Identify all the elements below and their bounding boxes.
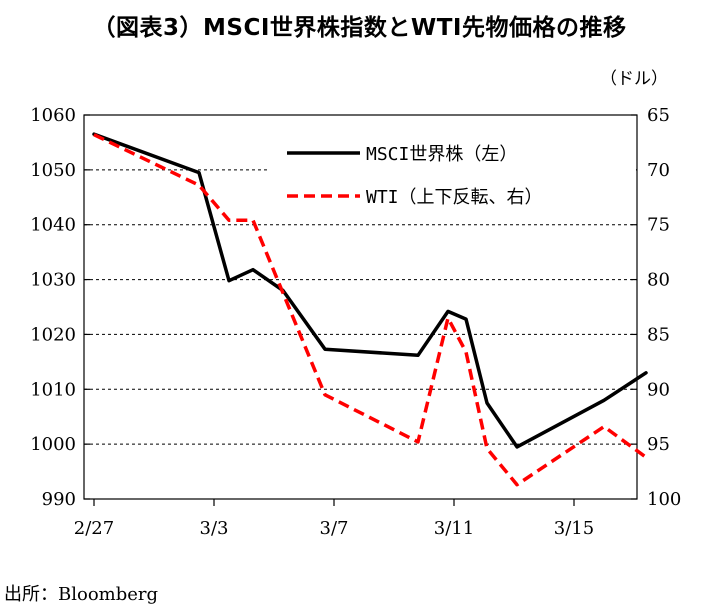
right-axis-unit: （ドル） [600, 69, 668, 89]
series-lines [92, 132, 648, 487]
right-tick-label: 80 [647, 270, 670, 291]
x-tick-label: 3/11 [434, 518, 474, 539]
chart-title: （図表3）MSCI世界株指数とWTI先物価格の推移 [92, 15, 627, 41]
plot-frame [83, 114, 638, 500]
x-tick-label: 2/27 [74, 518, 114, 539]
left-y-axis: 990 1000 1010 1020 1030 1040 1050 1060 [30, 105, 90, 510]
legend-background [270, 135, 636, 220]
source-note: 出所：Bloomberg [4, 584, 159, 605]
x-tick-label: 3/15 [554, 518, 594, 539]
left-tick-label: 1040 [30, 215, 76, 236]
left-tick-label: 1010 [30, 379, 76, 400]
right-tick-label: 90 [647, 379, 670, 400]
gridlines [84, 114, 637, 445]
legend-label: WTI（上下反転、右） [366, 187, 543, 208]
left-tick-label: 1060 [30, 105, 76, 126]
right-tick-label: 100 [647, 489, 681, 510]
left-tick-label: 1000 [30, 434, 76, 455]
msci-series-line [92, 132, 648, 449]
x-axis: 2/27 3/3 3/7 3/11 3/15 [74, 499, 594, 539]
right-y-axis: 65 70 75 80 85 90 95 100 [631, 105, 681, 510]
wti-series-line [93, 133, 648, 487]
left-tick-label: 990 [42, 489, 76, 510]
legend-label: MSCI世界株（左） [366, 144, 517, 165]
left-tick-label: 1020 [30, 324, 76, 345]
right-tick-label: 65 [647, 105, 670, 126]
left-tick-label: 1050 [30, 160, 76, 181]
right-tick-label: 95 [647, 434, 670, 455]
x-tick-label: 3/7 [320, 518, 349, 539]
x-tick-label: 3/3 [200, 518, 229, 539]
right-tick-label: 85 [647, 324, 670, 345]
right-tick-label: 70 [647, 160, 670, 181]
left-tick-label: 1030 [30, 270, 76, 291]
legend: MSCI世界株（左） WTI（上下反転、右） [287, 144, 543, 208]
right-tick-label: 75 [647, 215, 670, 236]
